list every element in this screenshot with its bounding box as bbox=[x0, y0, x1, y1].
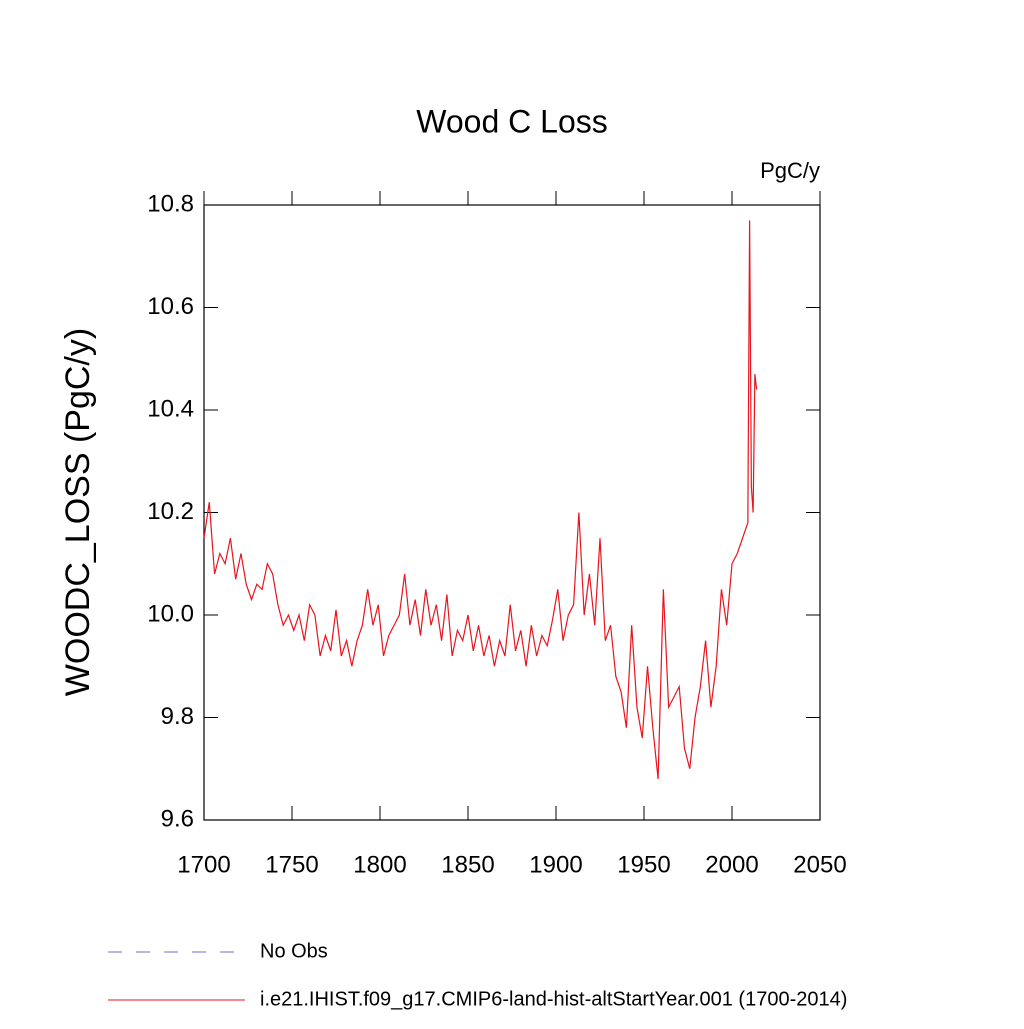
y-tick-label: 9.6 bbox=[161, 805, 194, 832]
x-tick-label: 1800 bbox=[353, 851, 406, 878]
x-tick-label: 1700 bbox=[177, 851, 230, 878]
x-tick-label: 2000 bbox=[705, 851, 758, 878]
y-tick-label: 9.8 bbox=[161, 703, 194, 730]
x-tick-label: 1750 bbox=[265, 851, 318, 878]
y-tick-label: 10.6 bbox=[147, 293, 194, 320]
y-axis-label: WOODC_LOSS (PgC/y) bbox=[59, 328, 97, 696]
y-tick-label: 10.2 bbox=[147, 498, 194, 525]
x-tick-label: 1950 bbox=[617, 851, 670, 878]
x-tick-label: 1900 bbox=[529, 851, 582, 878]
legend-label: No Obs bbox=[260, 940, 328, 962]
chart-title: Wood C Loss bbox=[416, 103, 608, 139]
legend-label: i.e21.IHIST.f09_g17.CMIP6-land-hist-altS… bbox=[260, 988, 847, 1010]
units-label: PgC/y bbox=[760, 158, 820, 183]
x-tick-label: 2050 bbox=[793, 851, 846, 878]
plot-frame bbox=[203, 204, 821, 821]
x-tick-label: 1850 bbox=[441, 851, 494, 878]
y-tick-label: 10.8 bbox=[147, 190, 194, 217]
y-tick-label: 10.0 bbox=[147, 600, 194, 627]
y-tick-label: 10.4 bbox=[147, 395, 194, 422]
data-line bbox=[203, 220, 758, 780]
